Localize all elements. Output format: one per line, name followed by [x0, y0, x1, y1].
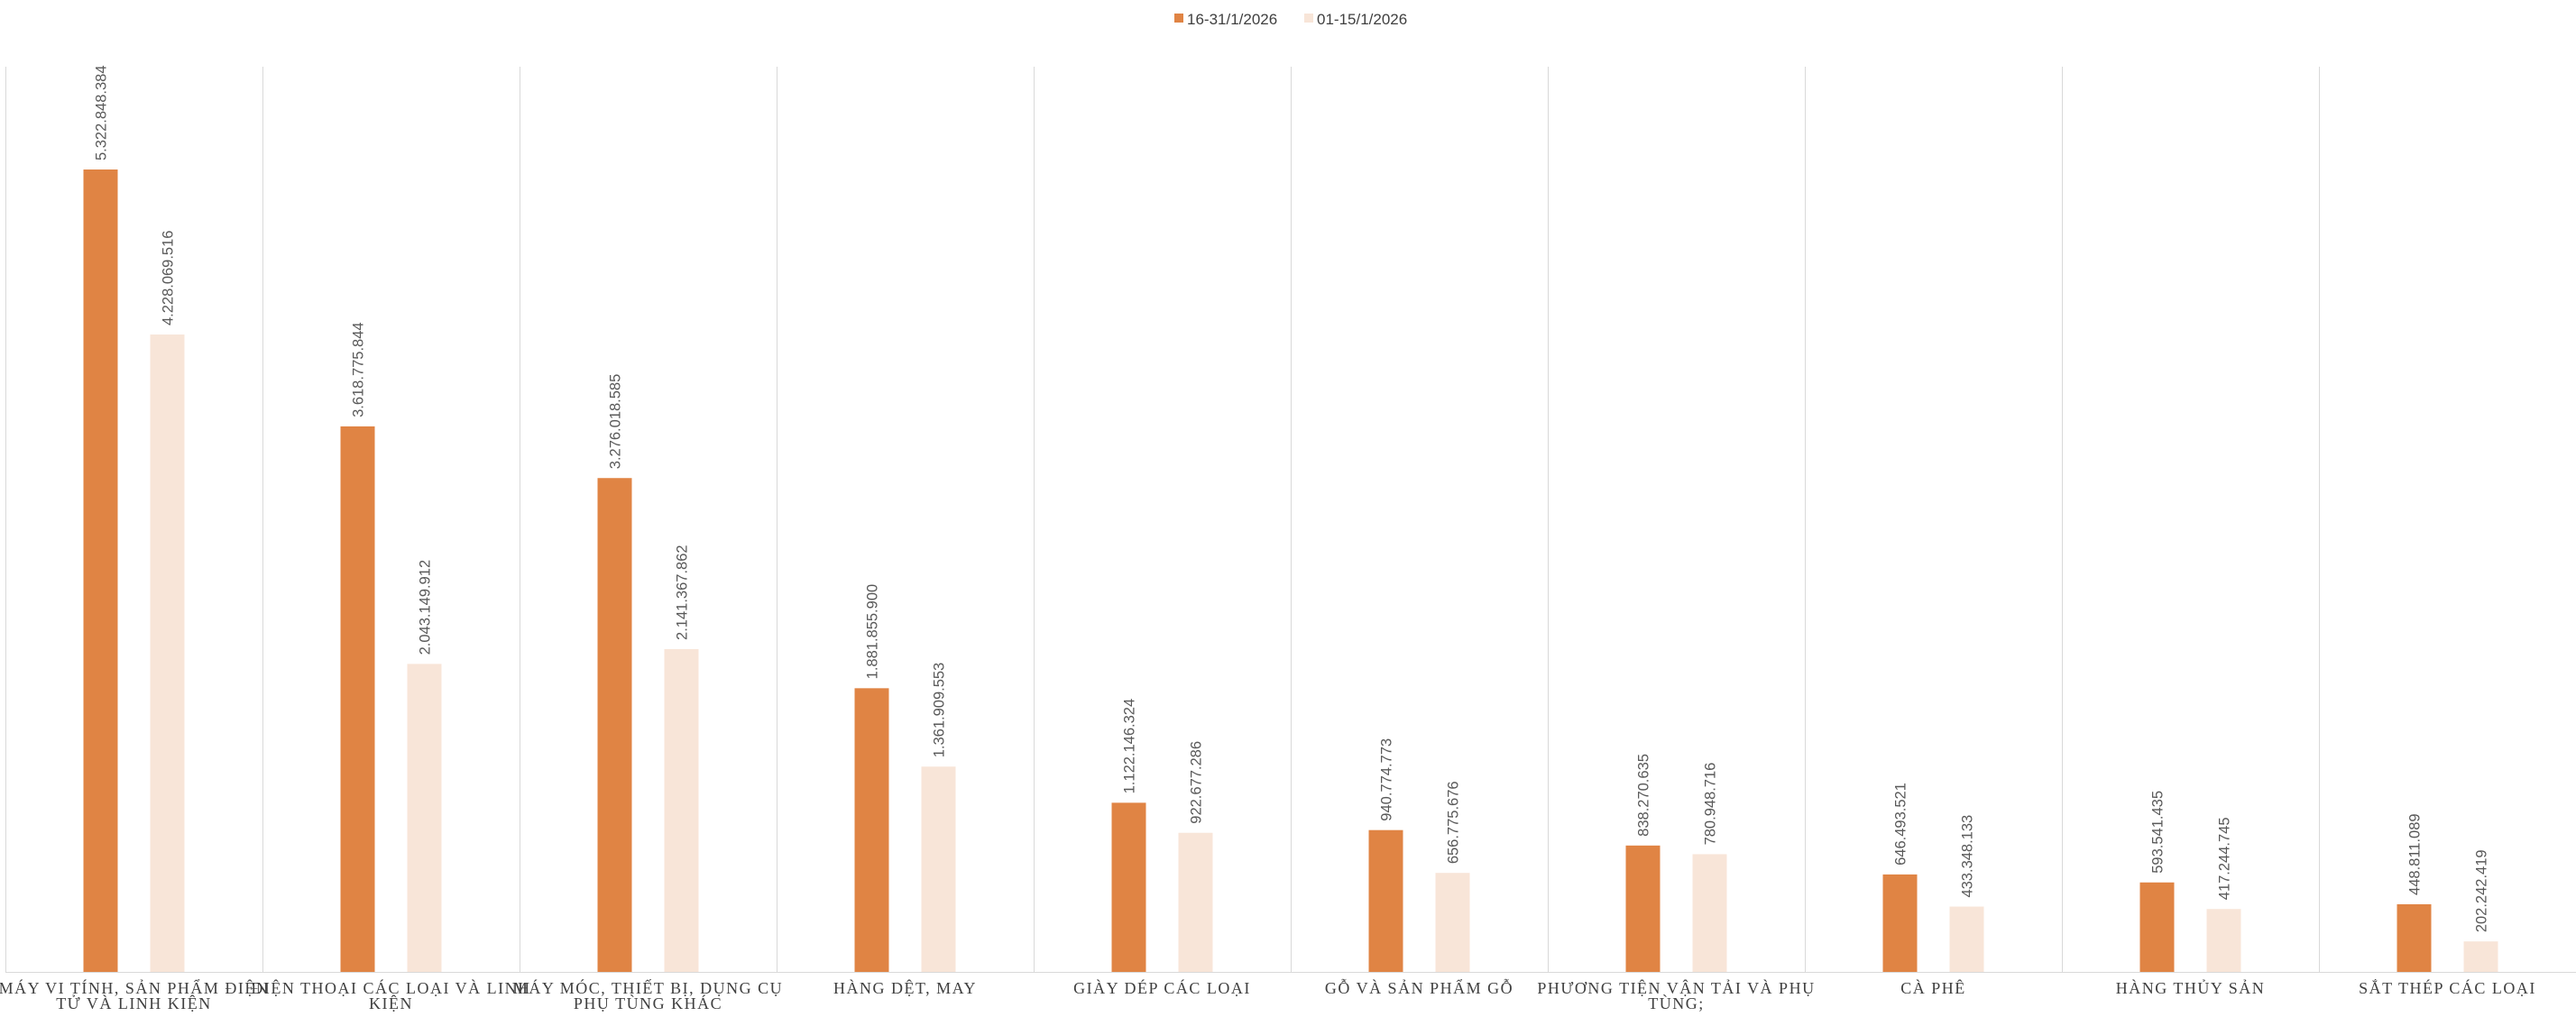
category-label-6: GỖ VÀ SẢN PHẨM GỖ	[1325, 978, 1513, 997]
bar-series1-cat3	[597, 478, 632, 972]
data-label-series1-cat2: 3.618.775.844	[351, 322, 367, 417]
category-label-3: MÁY MÓC, THIẾT BỊ, DỤNG CỤ	[513, 978, 783, 997]
category-label-7: PHƯƠNG TIỆN VẬN TẢI VÀ PHỤ	[1537, 978, 1815, 997]
legend-label-1: 16-31/1/2026	[1187, 11, 1277, 28]
bar-series2-cat6	[1435, 873, 1470, 972]
legend-label-2: 01-15/1/2026	[1317, 11, 1407, 28]
category-label-4: HÀNG DỆT, MAY	[833, 978, 977, 997]
bar-series2-cat2	[407, 664, 442, 972]
category-label-2: ĐIỆN THOẠI CÁC LOẠI VÀ LINH	[251, 978, 530, 997]
data-label-series1-cat9: 593.541.435	[2150, 791, 2167, 874]
category-label-10: SẮT THÉP CÁC LOẠI	[2359, 978, 2536, 997]
data-label-series1-cat1: 5.322.848.384	[94, 65, 110, 160]
bar-series1-cat7	[1625, 845, 1661, 972]
data-label-series2-cat2: 2.043.149.912	[418, 560, 434, 655]
data-label-series1-cat5: 1.122.146.324	[1122, 699, 1138, 794]
bar-series1-cat9	[2139, 882, 2175, 972]
bar-series2-cat4	[921, 766, 956, 972]
legend-swatch-1	[1174, 14, 1183, 23]
bar-series2-cat8	[1949, 906, 1984, 972]
bar-series1-cat1	[83, 169, 118, 972]
bar-series1-cat6	[1368, 829, 1403, 972]
data-label-series2-cat4: 1.361.909.553	[932, 663, 948, 758]
category-label-7: TÙNG;	[1648, 994, 1705, 1012]
data-label-series1-cat10: 448.811.089	[2407, 813, 2424, 895]
category-label-8: CÀ PHÊ	[1900, 978, 1966, 997]
data-label-series2-cat3: 2.141.367.862	[675, 545, 691, 640]
category-label-2: KIỆN	[369, 994, 413, 1012]
bar-series2-cat9	[2206, 909, 2241, 972]
data-label-series1-cat7: 838.270.635	[1636, 754, 1652, 837]
bar-series1-cat2	[340, 426, 375, 972]
category-label-5: GIÀY DÉP CÁC LOẠI	[1073, 978, 1251, 997]
data-label-series1-cat8: 646.493.521	[1893, 783, 1909, 866]
bar-series1-cat5	[1111, 802, 1146, 972]
data-label-series1-cat4: 1.881.855.900	[865, 584, 881, 680]
data-label-series2-cat8: 433.348.133	[1960, 815, 1976, 898]
category-label-1: TỬ VÀ LINH KIỆN	[56, 994, 212, 1012]
bar-series1-cat4	[854, 688, 889, 972]
data-labels: 5.322.848.384 4.228.069.516 3.618.775.844 2…	[94, 65, 2490, 932]
legend: 16-31/1/2026 01-15/1/2026	[1174, 11, 1407, 28]
data-label-series2-cat9: 417.244.745	[2217, 817, 2233, 900]
bar-series2-cat10	[2463, 941, 2498, 972]
legend-swatch-2	[1304, 14, 1313, 23]
data-label-series2-cat7: 780.948.716	[1703, 763, 1719, 846]
bars	[83, 169, 2498, 972]
data-label-series2-cat1: 4.228.069.516	[161, 231, 177, 326]
bar-series2-cat1	[150, 334, 185, 972]
category-label-1: MÁY VI TÍNH, SẢN PHẨM ĐIỆN	[0, 978, 269, 997]
gridlines	[5, 67, 2576, 973]
data-label-series2-cat10: 202.242.419	[2474, 849, 2490, 932]
category-label-3: PHỤ TÙNG KHÁC	[574, 994, 722, 1012]
data-label-series1-cat3: 3.276.018.585	[608, 374, 624, 470]
bar-series2-cat7	[1692, 854, 1727, 972]
bar-series1-cat10	[2397, 903, 2432, 972]
bar-series2-cat3	[664, 648, 699, 972]
data-label-series1-cat6: 940.774.773	[1379, 738, 1395, 821]
data-label-series2-cat5: 922.677.286	[1189, 741, 1205, 824]
bar-series1-cat8	[1882, 874, 1918, 972]
bar-series2-cat5	[1178, 832, 1213, 972]
data-label-series2-cat6: 656.775.676	[1446, 781, 1462, 864]
category-label-9: HÀNG THỦY SẢN	[2116, 978, 2266, 997]
